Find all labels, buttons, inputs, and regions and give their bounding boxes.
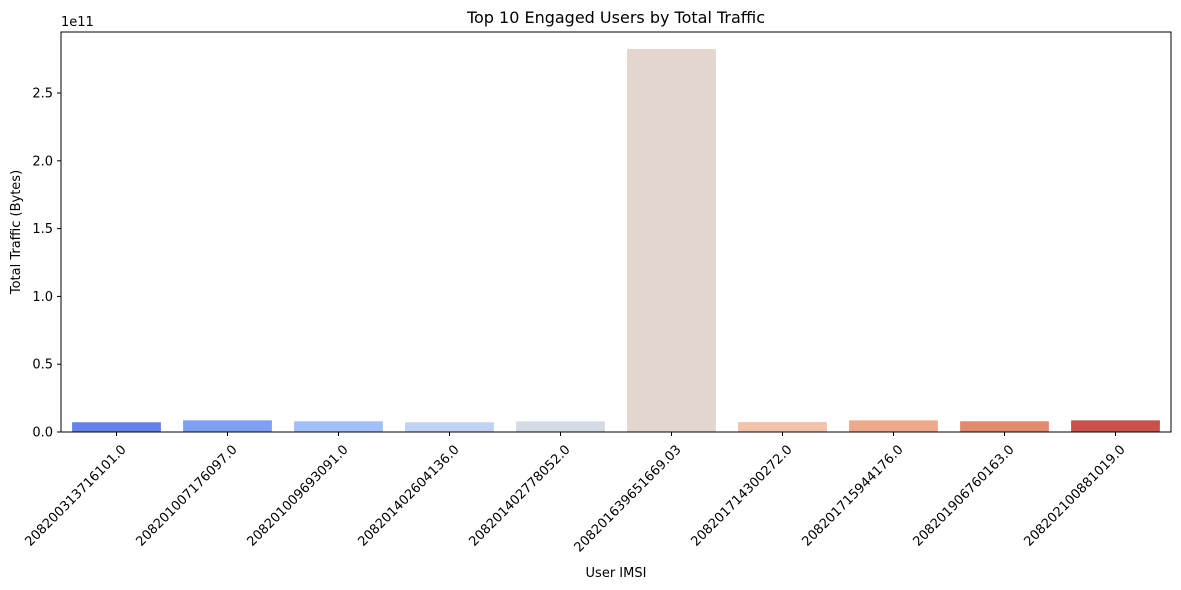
y-tick-label: 2.0 <box>32 154 53 169</box>
bar-0 <box>72 422 161 432</box>
x-tick-label: 208201906760163.0 <box>910 442 1017 549</box>
chart-title: Top 10 Engaged Users by Total Traffic <box>466 8 765 27</box>
x-axis-label: User IMSI <box>586 566 647 581</box>
bars-group <box>72 48 1160 432</box>
y-tick-label: 0.5 <box>32 358 53 373</box>
x-tick-label: 208201715944176.0 <box>799 442 906 549</box>
y-tick-label: 1.5 <box>32 222 53 237</box>
bar-5 <box>627 48 716 432</box>
y-tick-label: 0.0 <box>32 426 53 441</box>
x-tick-label: 208201009693091.0 <box>244 442 351 549</box>
x-tick-label: 208201402778052.0 <box>466 442 573 549</box>
x-tick-label: 208201714300272.0 <box>688 442 795 549</box>
x-tick-label: 208202100881019.0 <box>1021 442 1128 549</box>
bar-8 <box>960 421 1049 432</box>
y-axis-offset-text: 1e11 <box>61 15 94 30</box>
bar-9 <box>1071 420 1160 432</box>
bar-4 <box>516 421 605 432</box>
plot-area-frame <box>60 31 1172 433</box>
bar-6 <box>738 422 827 432</box>
bar-7 <box>849 420 938 432</box>
y-tick-label: 1.0 <box>32 290 53 305</box>
y-tick-label: 2.5 <box>32 87 53 102</box>
bar-1 <box>183 420 272 432</box>
x-tick-label: 208200313716101.0 <box>22 442 129 549</box>
x-tick-label: 208201639651669.03 <box>572 442 685 555</box>
x-axis-ticks: 208200313716101.0 208201007176097.0 208201… <box>22 432 1129 555</box>
bar-3 <box>405 422 494 432</box>
x-tick-label: 208201402604136.0 <box>355 442 462 549</box>
y-axis-label: Total Traffic (Bytes) <box>9 170 24 295</box>
bar-2 <box>294 421 383 432</box>
y-axis-ticks: 0.0 0.5 1.0 1.5 2.0 2.5 <box>32 87 61 441</box>
x-tick-label: 208201007176097.0 <box>133 442 240 549</box>
